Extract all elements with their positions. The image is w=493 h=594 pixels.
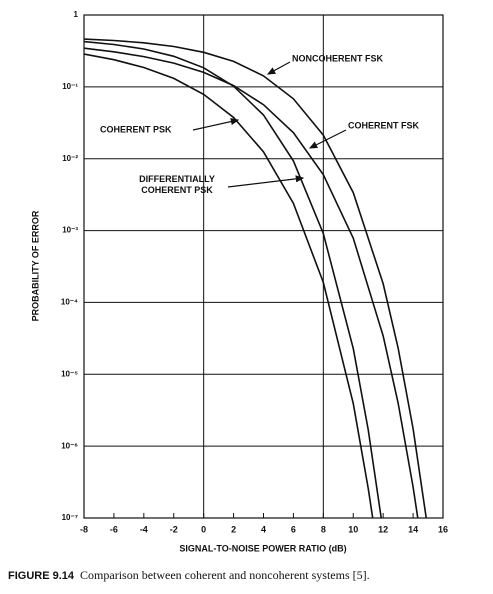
curve-label: NONCOHERENT FSK bbox=[292, 53, 384, 63]
y-axis-label: PROBABILITY OF ERROR bbox=[30, 210, 40, 321]
curve-label: COHERENT FSK bbox=[348, 120, 420, 130]
x-tick-label: 2 bbox=[231, 524, 236, 534]
x-tick-label: -8 bbox=[80, 524, 88, 534]
y-tick-label: 10⁻⁴ bbox=[61, 298, 78, 307]
x-tick-label: 6 bbox=[291, 524, 296, 534]
x-tick-label: 8 bbox=[321, 524, 326, 534]
x-tick-label: 0 bbox=[201, 524, 206, 534]
curve bbox=[84, 38, 428, 518]
chart: SIGNAL-TO-NOISE POWER RATIO (dB) PROBABI… bbox=[30, 10, 448, 553]
x-tick-label: -2 bbox=[170, 524, 178, 534]
curve bbox=[84, 53, 374, 518]
y-tick-label: 10⁻⁷ bbox=[62, 513, 78, 522]
x-tick-label: 4 bbox=[261, 524, 266, 534]
x-tick-label: 14 bbox=[408, 524, 418, 534]
curve bbox=[84, 40, 383, 518]
y-tick-label: 10⁻⁵ bbox=[61, 369, 78, 378]
curve-label: COHERENT PSK bbox=[100, 124, 172, 134]
arrow bbox=[192, 118, 240, 131]
arrow bbox=[266, 61, 291, 75]
plot-frame bbox=[83, 14, 444, 519]
y-tick-label: 10⁻¹ bbox=[62, 82, 78, 91]
y-tick-label: 10⁻³ bbox=[62, 226, 78, 235]
x-tick-label: -6 bbox=[110, 524, 118, 534]
x-tick-label: 10 bbox=[348, 524, 358, 534]
x-tick-label: 16 bbox=[438, 524, 448, 534]
caption-text: Comparison between coherent and noncoher… bbox=[80, 568, 370, 582]
arrow bbox=[308, 129, 347, 149]
x-tick-label: -4 bbox=[140, 524, 148, 534]
curve-label: DIFFERENTIALLY COHERENT PSK bbox=[139, 174, 215, 195]
x-axis-label: SIGNAL-TO-NOISE POWER RATIO (dB) bbox=[179, 543, 346, 553]
caption: FIGURE 9.14 Comparison between coherent a… bbox=[8, 568, 370, 583]
y-tick-label: 1 bbox=[74, 10, 79, 19]
y-tick-label: 10⁻⁶ bbox=[61, 441, 78, 450]
y-tick-label: 10⁻² bbox=[62, 154, 78, 163]
x-tick-label: 12 bbox=[378, 524, 388, 534]
curve bbox=[84, 47, 419, 518]
arrow bbox=[227, 175, 305, 188]
caption-label: FIGURE 9.14 bbox=[8, 570, 75, 582]
